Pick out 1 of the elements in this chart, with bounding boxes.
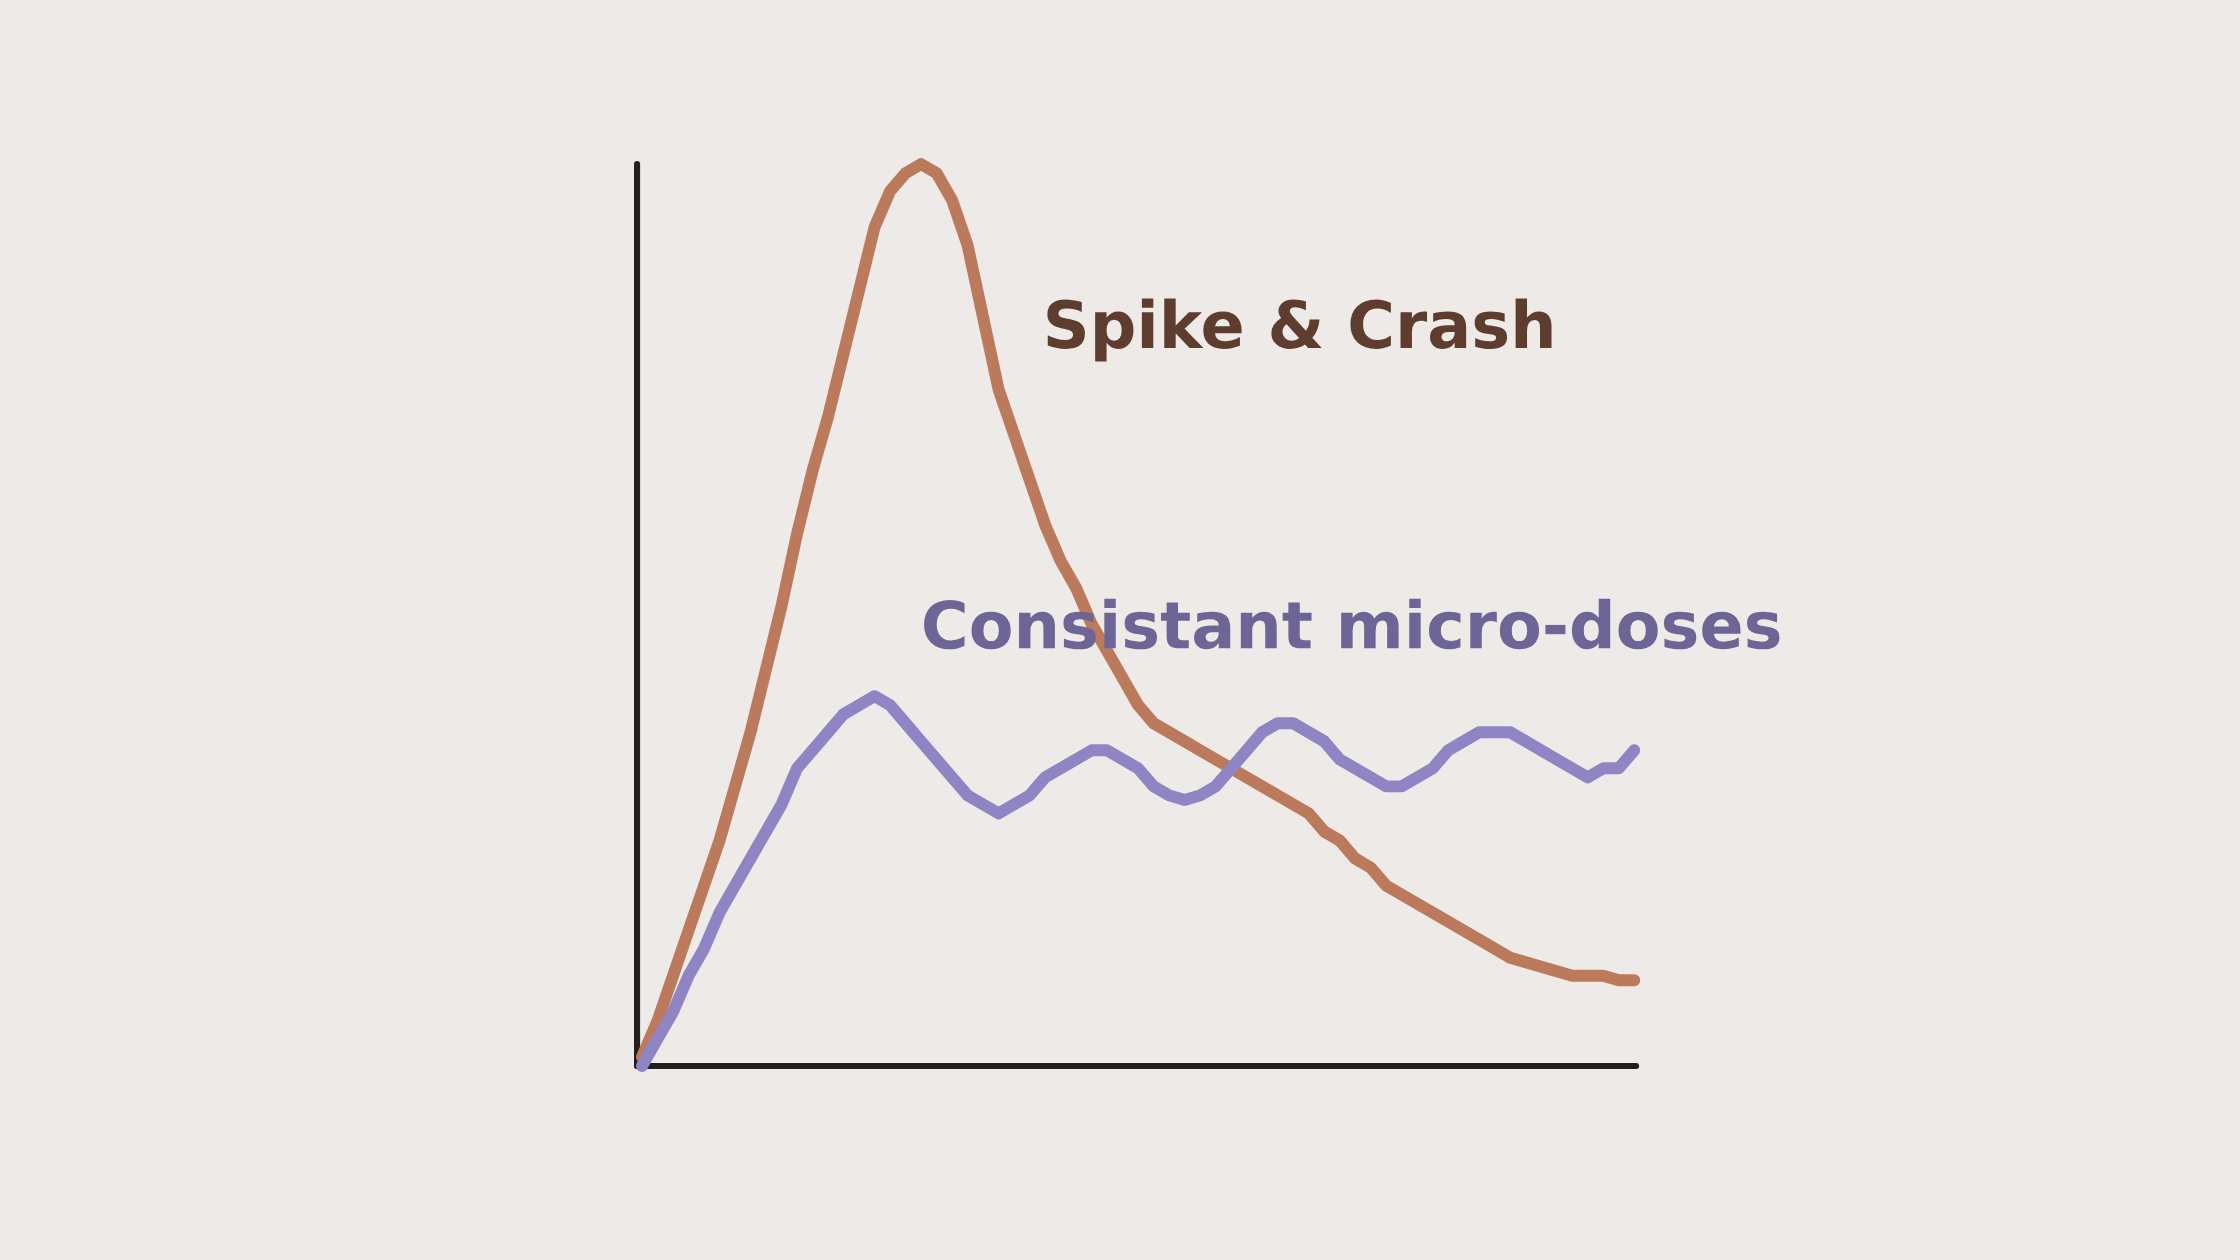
- series-label: Spike & Crash: [1047, 298, 1552, 362]
